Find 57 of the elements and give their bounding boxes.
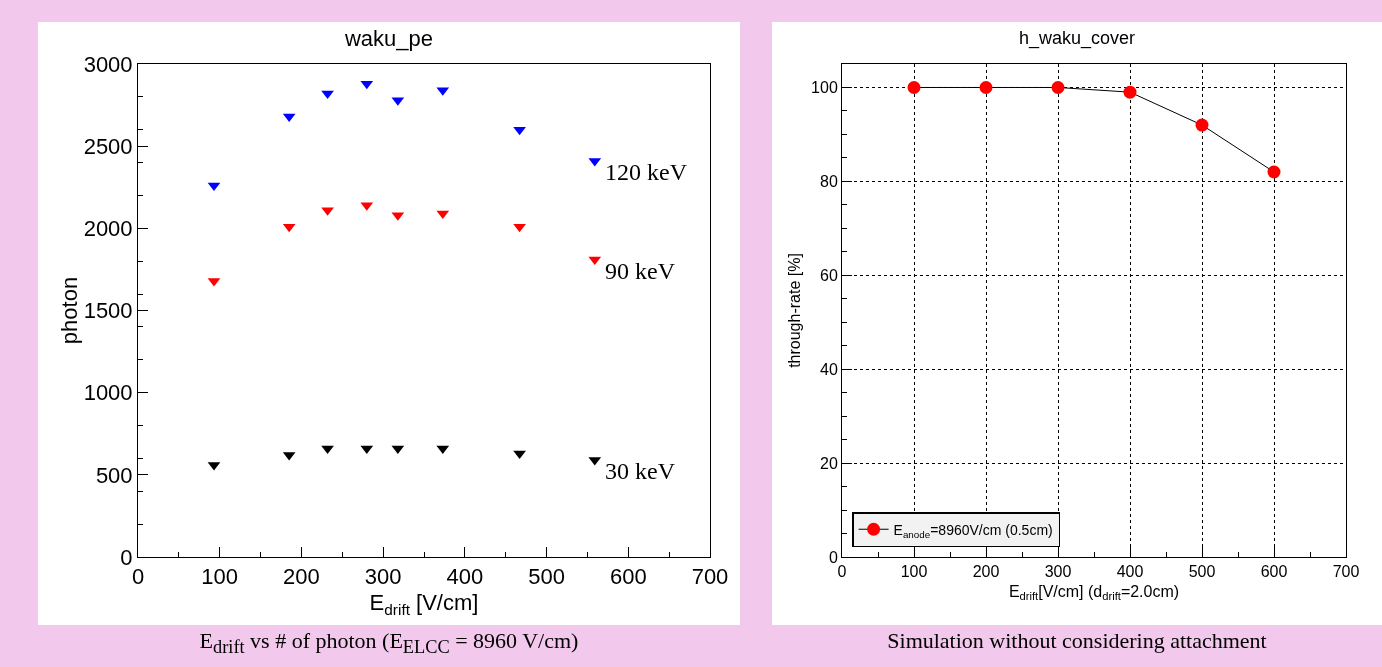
point xyxy=(907,80,921,94)
y-tick-label: 80 xyxy=(820,172,838,190)
point xyxy=(360,445,374,455)
point xyxy=(282,223,296,233)
point xyxy=(513,126,526,136)
point xyxy=(436,445,450,455)
x-tick-label: 600 xyxy=(609,564,647,590)
y-tick-label: 20 xyxy=(820,454,838,472)
point xyxy=(513,223,526,233)
series-label: 120 keV xyxy=(605,159,688,185)
x-tick-label: 300 xyxy=(364,564,402,590)
text: E$_{drift}$ vs # of photon (E$_{ELCC}$ = 8960 V/cm) xyxy=(198,628,580,659)
y-tick-label: 60 xyxy=(820,266,838,284)
x-tick-label: 200 xyxy=(283,564,320,590)
y-tick-label: 2000 xyxy=(83,216,133,242)
point xyxy=(979,80,993,94)
y-tick-label: 100 xyxy=(811,79,838,97)
x-tick-label: 500 xyxy=(528,564,565,590)
x-tick-label: 500 xyxy=(1188,563,1216,581)
y-tick-label: 0 xyxy=(828,548,838,566)
point xyxy=(1267,165,1281,179)
x-tick-label: 100 xyxy=(900,563,928,581)
point xyxy=(1051,80,1065,94)
point xyxy=(1123,85,1137,99)
x-axis-title: E$_{drift}$[V/cm] (d$_{drift}$=2.0cm) xyxy=(1008,582,1180,603)
x-tick-label: 600 xyxy=(1260,563,1288,581)
x-tick-label: 200 xyxy=(972,563,1000,581)
point xyxy=(1195,118,1209,132)
point xyxy=(321,90,334,100)
point xyxy=(588,256,602,266)
point xyxy=(360,80,374,90)
y-tick-label: 1000 xyxy=(83,380,133,406)
x-tick-label: 400 xyxy=(1116,563,1144,581)
x-axis-title: E$_{drift}$ [V/cm] xyxy=(369,590,479,618)
y-axis-title: through-rate [%] xyxy=(786,253,803,368)
x-tick-label: 300 xyxy=(1044,563,1072,581)
y-axis-title: photon xyxy=(56,276,82,345)
y-tick-label: 1500 xyxy=(83,298,133,324)
chart-title: h_waku_cover xyxy=(1018,27,1136,49)
point xyxy=(207,182,221,192)
text: Simulation without considering attachment xyxy=(886,628,1268,654)
x-tick-label: 700 xyxy=(691,564,729,590)
point xyxy=(321,445,334,455)
x-tick-label: 700 xyxy=(1332,563,1360,581)
x-tick-label: 400 xyxy=(446,564,484,590)
legend-label: E$_{anode}$=8960V/cm (0.5cm) xyxy=(893,521,1053,540)
point xyxy=(282,113,296,123)
series-label: 90 keV xyxy=(605,258,676,284)
y-tick-label: 3000 xyxy=(83,51,133,77)
y-tick-label: 40 xyxy=(820,360,838,378)
series-label: 30 keV xyxy=(605,458,676,484)
chart-title: waku_pe xyxy=(343,26,434,52)
point xyxy=(436,210,450,220)
x-tick-label: 100 xyxy=(201,564,239,590)
point xyxy=(391,445,405,455)
y-tick-label: 500 xyxy=(95,462,133,488)
y-tick-label: 2500 xyxy=(83,133,133,159)
